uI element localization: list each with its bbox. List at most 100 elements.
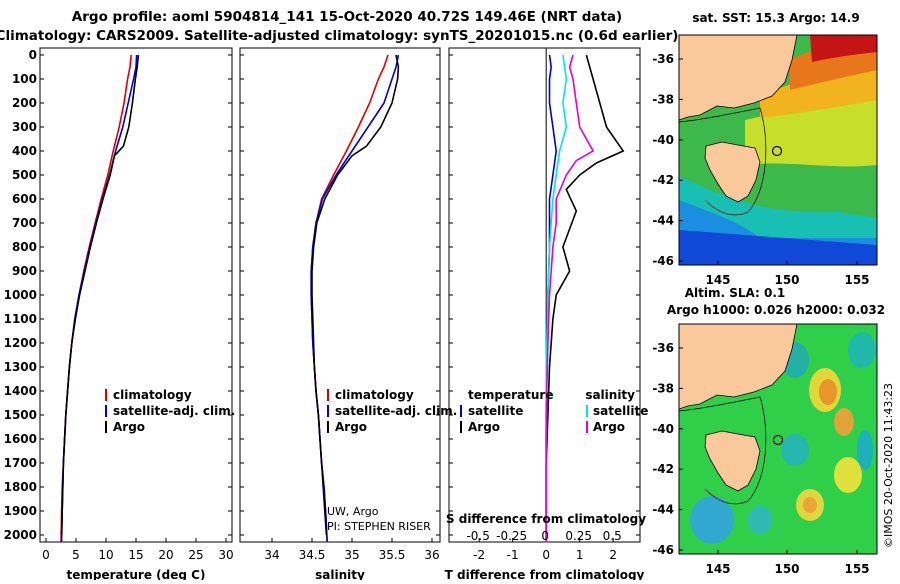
x-tick-label: 0 (542, 548, 550, 562)
series-line-argo (60, 54, 140, 536)
temperature-plot-frame (39, 47, 233, 543)
y-tick-label: 1300 (4, 360, 37, 374)
x-tick-label: 30 (218, 548, 233, 562)
map-x-tick-label: 155 (844, 562, 869, 576)
y-tick-label: 1800 (4, 480, 37, 494)
y-tick-label: 800 (12, 240, 37, 254)
x-tick-label: -1 (507, 548, 519, 562)
map-y-tick-label: -44 (652, 214, 674, 228)
legend-label-satellite: satellite-adj. clim. (335, 404, 457, 418)
legend-label-s-argo: Argo (593, 420, 625, 434)
temperature-chart: 0 5 10 15 20 25 30 temperature (deg C) 0 100 200 30… (4, 47, 234, 582)
sst-map-land (679, 35, 798, 121)
legend-header-salinity: salinity (585, 388, 635, 402)
x-tick-label: 10 (98, 548, 113, 562)
y-tick-label: 400 (12, 144, 37, 158)
x-tick-label: 0 (42, 548, 50, 562)
sla-map-title-2: Argo h1000: 0.026 h2000: 0.032 (667, 303, 885, 317)
legend-label-climatology: climatology (113, 388, 192, 402)
series-line-t-argo (545, 54, 625, 543)
legend-label-t-satellite: satellite (468, 404, 523, 418)
y-tick-label: 1100 (4, 312, 37, 326)
title-line-2: Climatology: CARS2009. Satellite-adjuste… (0, 28, 678, 44)
sla-map-title-1: Altim. SLA: 0.1 (685, 286, 786, 300)
imos-watermark: ©IMOS 20-Oct-2020 11:43:23 (882, 383, 895, 548)
x-tick-label: 2 (609, 548, 617, 562)
map-x-tick-label: 150 (774, 273, 799, 287)
salinity-legend: climatology satellite-adj. clim. Argo (327, 388, 457, 434)
y-tick-label: 500 (12, 168, 37, 182)
y-tick-label: 1000 (4, 288, 37, 302)
series-line-argo (311, 54, 400, 536)
x-tick-label: 25 (188, 548, 203, 562)
map-y-tick-label: -40 (652, 422, 674, 436)
y-tick-label: 1500 (4, 408, 37, 422)
x-tick-label: 34 (264, 548, 279, 562)
difference-legend: temperature salinity satellite Argo sate… (460, 388, 648, 434)
y-tick-label: 1200 (4, 336, 37, 350)
y-tick-label: 100 (12, 72, 37, 86)
sla-map-land (679, 324, 798, 410)
credit-line-2: PI: STEPHEN RISER (327, 520, 431, 533)
x-tick-label: 5 (72, 548, 80, 562)
temperature-legend: climatology satellite-adj. clim. Argo (105, 388, 235, 434)
map-x-tick-label: 145 (705, 562, 730, 576)
argo-float-marker (772, 434, 784, 446)
series-line-s-satellite (545, 54, 568, 543)
map-y-tick-label: -38 (652, 92, 674, 106)
x-axis-label: salinity (315, 568, 365, 580)
map-y-tick-label: -46 (652, 543, 674, 557)
credit-line-1: UW, Argo (327, 505, 379, 518)
y-tick-label: 200 (12, 96, 37, 110)
map-x-tick-label: 145 (705, 273, 730, 287)
x-tick-label: 34.5 (299, 548, 326, 562)
y-tick-label: 600 (12, 192, 37, 206)
sst-map-title: sat. SST: 15.3 Argo: 14.9 (692, 11, 859, 25)
map-y-tick-label: -44 (652, 503, 674, 517)
y-tick-label: 2000 (4, 528, 37, 542)
map-x-tick-label: 155 (844, 273, 869, 287)
legend-label-satellite: satellite-adj. clim. (113, 404, 235, 418)
s-difference-axis-label: S difference from climatology (446, 512, 646, 526)
map-x-tick-label: 150 (774, 562, 799, 576)
x-tick-label: 15 (128, 548, 143, 562)
salinity-plot-frame (239, 47, 441, 543)
x-axis-label: temperature (deg C) (67, 568, 206, 580)
legend-header-temperature: temperature (468, 388, 553, 402)
y-tick-label: 1900 (4, 504, 37, 518)
y-tick-label: 700 (12, 216, 37, 230)
y-tick-label: 0 (29, 48, 37, 62)
map-y-tick-label: -38 (652, 381, 674, 395)
sst-map-ticks: 145 150 155 -36 -38 -40 -42 -44 -46 (652, 52, 869, 287)
s-difference-tick-labels: -0.5 -0.25 0 0.25 0.5 (466, 529, 621, 543)
map-y-tick-label: -46 (652, 254, 674, 268)
map-y-tick-label: -42 (652, 462, 674, 476)
x-axis-label: T difference from climatology (445, 568, 645, 580)
legend-label-climatology: climatology (335, 388, 414, 402)
x-tick-label: -2 (473, 548, 485, 562)
s-difference-tick-label: -0.5 (466, 529, 489, 543)
s-difference-tick-label: -0.25 (496, 529, 527, 543)
map-y-tick-label: -42 (652, 173, 674, 187)
y-tick-label: 900 (12, 264, 37, 278)
y-tick-label: 1400 (4, 384, 37, 398)
x-tick-label: 1 (576, 548, 584, 562)
x-tick-label: 35 (344, 548, 359, 562)
series-line-s-argo (545, 54, 595, 543)
y-tick-label: 1700 (4, 456, 37, 470)
y-tick-label: 300 (12, 120, 37, 134)
legend-label-s-satellite: satellite (593, 404, 648, 418)
differences-plot-frame (448, 47, 641, 543)
s-difference-tick-label: 0 (541, 529, 549, 543)
sla-map (678, 323, 878, 555)
legend-label-argo: Argo (113, 420, 145, 434)
map-y-tick-label: -40 (652, 133, 674, 147)
sst-map (678, 34, 878, 266)
x-tick-label: 35.5 (379, 548, 406, 562)
legend-label-argo: Argo (335, 420, 367, 434)
sla-map-ticks: 145 150 155 -36 -38 -40 -42 -44 -46 (652, 341, 869, 576)
map-y-tick-label: -36 (652, 341, 674, 355)
s-difference-tick-label: 0.25 (565, 529, 592, 543)
